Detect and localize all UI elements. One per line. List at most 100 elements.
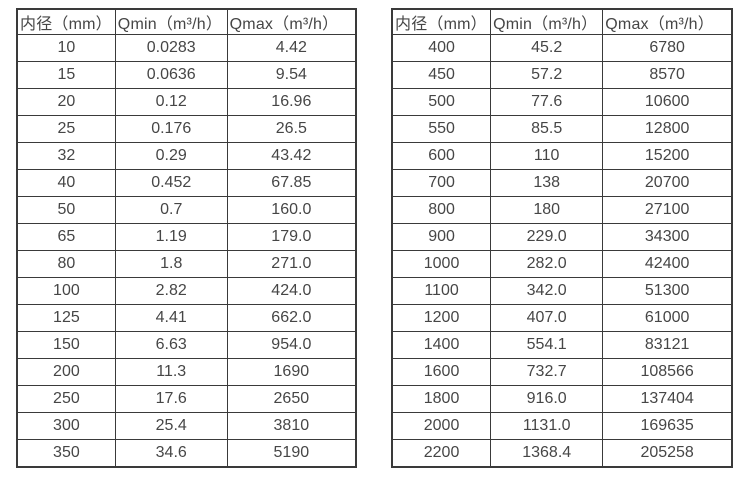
table-row: 1200 407.0 61000 bbox=[391, 304, 733, 332]
diameter-cell: 25 bbox=[16, 115, 116, 143]
qmax-cell: 5190 bbox=[226, 439, 357, 468]
qmin-cell: 2.82 bbox=[114, 277, 228, 305]
diameter-cell: 350 bbox=[16, 439, 116, 468]
qmin-cell: 0.12 bbox=[114, 88, 228, 116]
qmin-cell: 34.6 bbox=[114, 439, 228, 468]
diameter-cell: 50 bbox=[16, 196, 116, 224]
qmax-cell: 954.0 bbox=[226, 331, 357, 359]
qmax-cell: 108566 bbox=[602, 358, 733, 386]
header-diameter: 内径（mm） bbox=[391, 8, 492, 35]
table-row: 250 17.6 2650 bbox=[16, 385, 357, 413]
table-row: 900 229.0 34300 bbox=[391, 223, 733, 251]
diameter-cell: 125 bbox=[16, 304, 116, 332]
table-row: 150 6.63 954.0 bbox=[16, 331, 357, 359]
qmin-cell: 732.7 bbox=[490, 358, 604, 386]
flow-rate-table-small-diameters: 内径（mm） Qmin（m³/h） Qmax（m³/h） 10 0.0283 4.4… bbox=[16, 8, 357, 468]
diameter-cell: 80 bbox=[16, 250, 116, 278]
table-row: 100 2.82 424.0 bbox=[16, 277, 357, 305]
qmin-cell: 916.0 bbox=[490, 385, 604, 413]
diameter-cell: 2200 bbox=[391, 439, 492, 468]
header-diameter: 内径（mm） bbox=[16, 8, 116, 35]
qmax-cell: 205258 bbox=[602, 439, 733, 468]
table-row: 500 77.6 10600 bbox=[391, 88, 733, 116]
diameter-cell: 10 bbox=[16, 34, 116, 62]
table-row: 2200 1368.4 205258 bbox=[391, 439, 733, 468]
table-row: 1000 282.0 42400 bbox=[391, 250, 733, 278]
qmin-cell: 0.0283 bbox=[114, 34, 228, 62]
qmax-cell: 12800 bbox=[602, 115, 733, 143]
qmin-cell: 57.2 bbox=[490, 61, 604, 89]
table-row: 65 1.19 179.0 bbox=[16, 223, 357, 251]
qmax-cell: 424.0 bbox=[226, 277, 357, 305]
qmin-cell: 0.176 bbox=[114, 115, 228, 143]
qmax-cell: 6780 bbox=[602, 34, 733, 62]
qmin-cell: 1368.4 bbox=[490, 439, 604, 468]
diameter-cell: 20 bbox=[16, 88, 116, 116]
diameter-cell: 150 bbox=[16, 331, 116, 359]
table-row: 25 0.176 26.5 bbox=[16, 115, 357, 143]
table-row: 200 11.3 1690 bbox=[16, 358, 357, 386]
qmax-cell: 42400 bbox=[602, 250, 733, 278]
diameter-cell: 1800 bbox=[391, 385, 492, 413]
qmax-cell: 83121 bbox=[602, 331, 733, 359]
qmin-cell: 0.29 bbox=[114, 142, 228, 170]
qmax-cell: 43.42 bbox=[226, 142, 357, 170]
qmax-cell: 179.0 bbox=[226, 223, 357, 251]
qmax-cell: 34300 bbox=[602, 223, 733, 251]
qmin-cell: 11.3 bbox=[114, 358, 228, 386]
diameter-cell: 300 bbox=[16, 412, 116, 440]
table-row: 1100 342.0 51300 bbox=[391, 277, 733, 305]
qmin-cell: 1.8 bbox=[114, 250, 228, 278]
qmin-cell: 77.6 bbox=[490, 88, 604, 116]
table-row: 80 1.8 271.0 bbox=[16, 250, 357, 278]
qmax-cell: 27100 bbox=[602, 196, 733, 224]
diameter-cell: 15 bbox=[16, 61, 116, 89]
diameter-cell: 250 bbox=[16, 385, 116, 413]
diameter-cell: 1000 bbox=[391, 250, 492, 278]
table-row: 550 85.5 12800 bbox=[391, 115, 733, 143]
header-row: 内径（mm） Qmin（m³/h） Qmax（m³/h） bbox=[391, 8, 733, 35]
qmax-cell: 169635 bbox=[602, 412, 733, 440]
qmin-cell: 25.4 bbox=[114, 412, 228, 440]
qmax-cell: 662.0 bbox=[226, 304, 357, 332]
qmax-cell: 10600 bbox=[602, 88, 733, 116]
table-row: 1800 916.0 137404 bbox=[391, 385, 733, 413]
qmin-cell: 1131.0 bbox=[490, 412, 604, 440]
diameter-cell: 2000 bbox=[391, 412, 492, 440]
qmax-cell: 9.54 bbox=[226, 61, 357, 89]
qmax-cell: 3810 bbox=[226, 412, 357, 440]
qmin-cell: 180 bbox=[490, 196, 604, 224]
table-row: 125 4.41 662.0 bbox=[16, 304, 357, 332]
table-row: 40 0.452 67.85 bbox=[16, 169, 357, 197]
qmax-cell: 8570 bbox=[602, 61, 733, 89]
qmax-cell: 26.5 bbox=[226, 115, 357, 143]
diameter-cell: 1600 bbox=[391, 358, 492, 386]
qmin-cell: 6.63 bbox=[114, 331, 228, 359]
table-row: 600 110 15200 bbox=[391, 142, 733, 170]
diameter-cell: 1200 bbox=[391, 304, 492, 332]
table-row: 10 0.0283 4.42 bbox=[16, 34, 357, 62]
flow-rate-table-large-diameters: 内径（mm） Qmin（m³/h） Qmax（m³/h） 400 45.2 6780… bbox=[391, 8, 733, 468]
header-qmax: Qmax（m³/h） bbox=[602, 8, 733, 35]
table-row: 400 45.2 6780 bbox=[391, 34, 733, 62]
diameter-cell: 1100 bbox=[391, 277, 492, 305]
diameter-cell: 65 bbox=[16, 223, 116, 251]
diameter-cell: 32 bbox=[16, 142, 116, 170]
table-row: 32 0.29 43.42 bbox=[16, 142, 357, 170]
qmax-cell: 61000 bbox=[602, 304, 733, 332]
header-qmin: Qmin（m³/h） bbox=[490, 8, 604, 35]
qmax-cell: 4.42 bbox=[226, 34, 357, 62]
table-row: 2000 1131.0 169635 bbox=[391, 412, 733, 440]
qmax-cell: 137404 bbox=[602, 385, 733, 413]
qmax-cell: 271.0 bbox=[226, 250, 357, 278]
qmin-cell: 1.19 bbox=[114, 223, 228, 251]
qmin-cell: 407.0 bbox=[490, 304, 604, 332]
diameter-cell: 400 bbox=[391, 34, 492, 62]
qmin-cell: 0.7 bbox=[114, 196, 228, 224]
qmin-cell: 282.0 bbox=[490, 250, 604, 278]
qmax-cell: 2650 bbox=[226, 385, 357, 413]
qmax-cell: 15200 bbox=[602, 142, 733, 170]
diameter-cell: 700 bbox=[391, 169, 492, 197]
qmin-cell: 17.6 bbox=[114, 385, 228, 413]
